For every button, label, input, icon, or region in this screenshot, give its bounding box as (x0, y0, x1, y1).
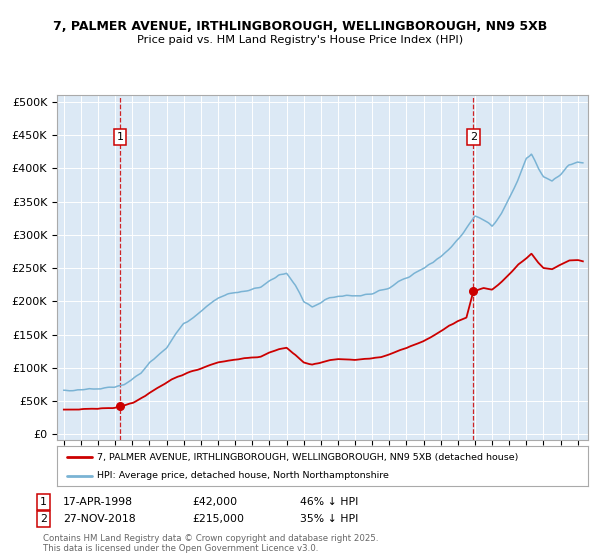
Text: 35% ↓ HPI: 35% ↓ HPI (300, 514, 358, 524)
Text: 2: 2 (470, 132, 477, 142)
Text: £215,000: £215,000 (192, 514, 244, 524)
Text: Contains HM Land Registry data © Crown copyright and database right 2025.: Contains HM Land Registry data © Crown c… (43, 534, 379, 543)
Text: 17-APR-1998: 17-APR-1998 (63, 497, 133, 507)
Text: HPI: Average price, detached house, North Northamptonshire: HPI: Average price, detached house, Nort… (97, 472, 389, 480)
Text: Price paid vs. HM Land Registry's House Price Index (HPI): Price paid vs. HM Land Registry's House … (137, 35, 463, 45)
Text: 1: 1 (40, 497, 47, 507)
Text: 46% ↓ HPI: 46% ↓ HPI (300, 497, 358, 507)
Text: This data is licensed under the Open Government Licence v3.0.: This data is licensed under the Open Gov… (43, 544, 319, 553)
Text: 1: 1 (117, 132, 124, 142)
Text: 7, PALMER AVENUE, IRTHLINGBOROUGH, WELLINGBOROUGH, NN9 5XB (detached house): 7, PALMER AVENUE, IRTHLINGBOROUGH, WELLI… (97, 452, 518, 461)
Text: 7, PALMER AVENUE, IRTHLINGBOROUGH, WELLINGBOROUGH, NN9 5XB: 7, PALMER AVENUE, IRTHLINGBOROUGH, WELLI… (53, 20, 547, 34)
Text: 27-NOV-2018: 27-NOV-2018 (63, 514, 136, 524)
Text: 2: 2 (40, 514, 47, 524)
Text: £42,000: £42,000 (192, 497, 237, 507)
